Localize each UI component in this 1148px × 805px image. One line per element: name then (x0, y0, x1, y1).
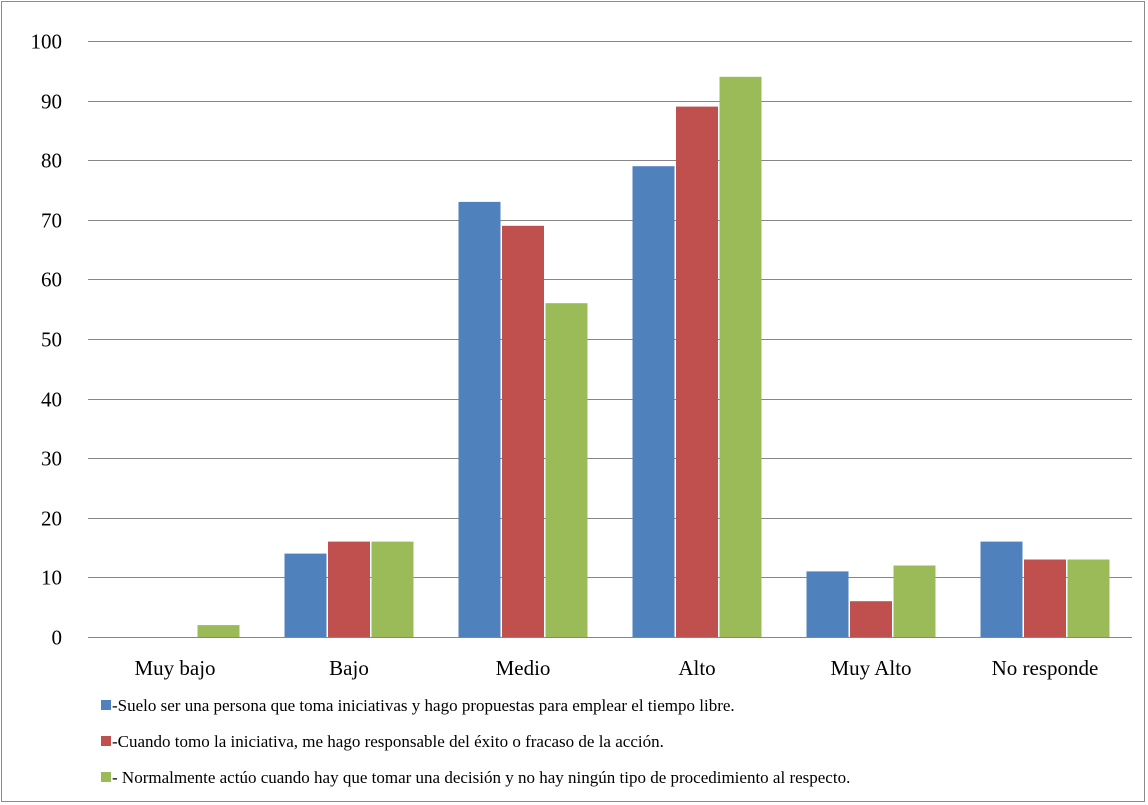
bar-series-3-muy-bajo (197, 625, 240, 637)
bar-series-1-alto (632, 166, 675, 637)
bar-series-3-alto (719, 76, 762, 638)
y-tick-label: 0 (52, 626, 63, 650)
legend-swatch (101, 700, 111, 710)
x-category-label: Muy Alto (830, 656, 911, 680)
y-tick-label: 50 (41, 328, 62, 352)
legend-entry: - Normalmente actúo cuando hay que tomar… (112, 768, 850, 787)
bar-series-1-no-responde (980, 541, 1023, 637)
x-category-label: No responde (992, 656, 1099, 680)
bar-series-2-alto (676, 106, 718, 638)
x-category-label: Muy bajo (134, 656, 215, 680)
legend-swatch (101, 736, 111, 746)
bar-series-1-bajo (284, 553, 327, 637)
legend-entry: -Cuando tomo la iniciativa, me hago resp… (112, 732, 664, 751)
bar-series-2-muy-alto (850, 601, 892, 637)
bar-series-3-bajo (371, 541, 414, 637)
bar-series-1-medio (458, 201, 501, 637)
bar-series-2-medio (502, 225, 544, 638)
legend-entry: -Suelo ser una persona que toma iniciati… (112, 696, 735, 715)
axes: 0 10 20 30 40 50 60 70 80 90 100 Muy bajo Bajo Medio A… (31, 30, 1132, 680)
bar-series-2-bajo (328, 541, 370, 637)
x-category-label: Medio (496, 656, 551, 680)
legend-swatch (101, 772, 111, 782)
bars (197, 76, 1110, 638)
bar-series-2-no-responde (1024, 559, 1066, 637)
y-tick-label: 10 (41, 566, 62, 590)
y-tick-label: 80 (41, 149, 62, 173)
x-category-label: Alto (678, 656, 715, 680)
bar-series-3-no-responde (1067, 559, 1110, 637)
y-tick-label: 20 (41, 507, 62, 531)
legend: -Suelo ser una persona que toma iniciati… (101, 696, 850, 787)
y-tick-label: 90 (41, 90, 62, 114)
y-tick-label: 30 (41, 447, 62, 471)
gridlines (88, 41, 1132, 578)
x-category-label: Bajo (329, 656, 369, 680)
bar-series-1-muy-alto (806, 571, 849, 637)
y-tick-label: 100 (31, 30, 63, 54)
bar-series-3-muy-alto (893, 565, 936, 637)
y-tick-label: 40 (41, 388, 62, 412)
y-tick-label: 60 (41, 268, 62, 292)
y-tick-label: 70 (41, 209, 62, 233)
bar-series-3-medio (545, 303, 588, 637)
